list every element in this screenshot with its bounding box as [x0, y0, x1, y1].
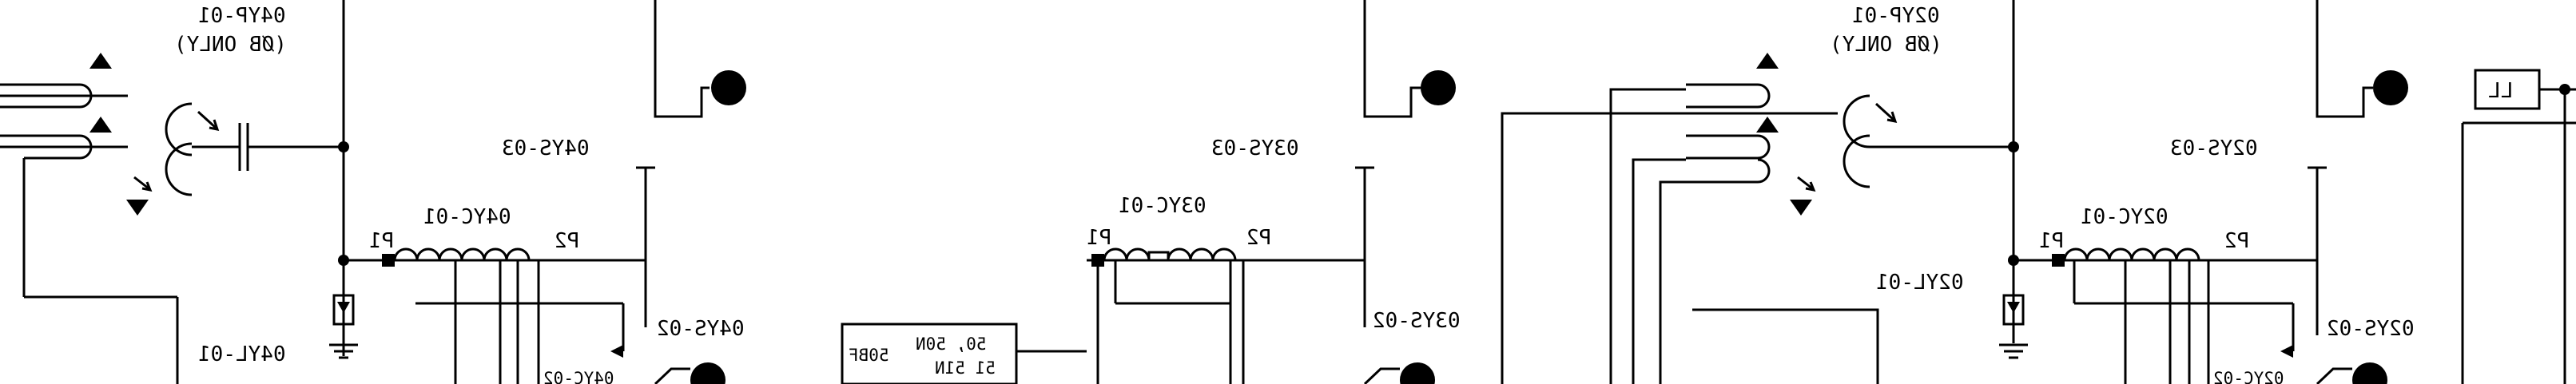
label-02yl-01: 02YL-01	[1876, 271, 1964, 295]
pt-04yp-01	[0, 53, 344, 384]
polarity-mark-icon	[89, 117, 112, 133]
label-03ys-03: 03YS-03	[1211, 137, 1299, 160]
label-02yc-01: 02YC-01	[2081, 205, 2169, 229]
ct-winding-03yc-01	[1103, 247, 1237, 261]
ct-winding-04yc-01	[393, 247, 531, 261]
motor-icon	[1421, 70, 1456, 105]
label-04yp-01: 04YP-01	[198, 4, 286, 28]
section-04: 04YP-01 (ØB ONLY)	[0, 0, 746, 384]
label-04ys-03: 04YS-03	[502, 137, 590, 160]
label-02yc-02: 02YC-02	[2213, 369, 2284, 384]
label-04ys-02: 04YS-02	[657, 317, 745, 341]
label-03yc-01: 03YC-01	[1119, 194, 1207, 218]
polarity-mark-icon	[1756, 53, 1779, 69]
motor-label: M	[719, 77, 732, 101]
label-04yp-01-note: (ØB ONLY)	[174, 33, 287, 57]
relay-box: 50, 50N 51 51N 50BF	[841, 323, 1087, 384]
pt-02yp-01	[1686, 53, 2013, 216]
motor-label: M	[2381, 77, 2394, 101]
polarity-mark-icon	[1756, 117, 1779, 133]
section-03: M 03YS-03 03YC-01 P1 P2 03YS-02 50, 50N …	[841, 0, 1461, 384]
ll-label: LL	[2488, 79, 2513, 103]
ll-device: LL	[2461, 69, 2576, 384]
relay-box-line-3: 50BF	[849, 346, 889, 365]
polarity-mark-icon	[89, 53, 112, 69]
motor-icon	[2373, 70, 2408, 105]
label-03ys-02: 03YS-02	[1373, 309, 1461, 333]
p1-marker	[2052, 254, 2065, 267]
label-04yc-01: 04YC-01	[423, 205, 511, 229]
label-04yc-02: 04YC-02	[543, 369, 614, 384]
section-02: 02YP-01 (ØB ONLY)	[1501, 0, 2576, 384]
label-04yl-01: 04YL-01	[198, 342, 286, 366]
motor-label: M	[1429, 77, 1441, 101]
ct-winding-02yc-01	[2063, 247, 2200, 261]
label-p1: P1	[369, 229, 394, 253]
label-p2: P2	[1246, 226, 1271, 250]
label-p1: P1	[2039, 229, 2064, 253]
label-p2: P2	[555, 229, 579, 253]
p1-marker	[382, 254, 395, 267]
label-02yp-01-note: (ØB ONLY)	[1830, 33, 1942, 57]
label-02ys-02: 02YS-02	[2327, 317, 2415, 341]
polarity-mark-icon	[1790, 200, 1812, 216]
relay-box-line-2: 51 51N	[935, 358, 996, 378]
label-p1: P1	[1087, 226, 1111, 250]
label-02yp-01: 02YP-01	[1852, 4, 1940, 28]
polarity-mark-icon	[126, 200, 149, 216]
ground-icon	[1999, 294, 2028, 359]
motor-icon	[711, 70, 746, 105]
label-p2: P2	[2224, 229, 2249, 253]
label-02ys-03: 02YS-03	[2170, 137, 2258, 160]
ground-icon	[329, 294, 358, 359]
relay-box-line-1: 50, 50N	[916, 335, 987, 354]
